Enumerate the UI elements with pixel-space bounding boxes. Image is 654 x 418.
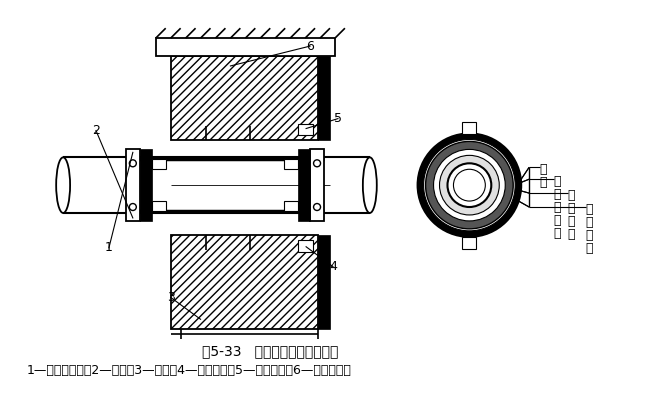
Text: 5: 5 <box>334 112 342 125</box>
Circle shape <box>424 140 515 231</box>
Bar <box>152 201 165 211</box>
Bar <box>171 235 318 329</box>
Ellipse shape <box>363 157 377 213</box>
Bar <box>318 56 330 140</box>
Text: 石: 石 <box>567 189 575 202</box>
Text: 道: 道 <box>585 242 593 255</box>
Text: 卡: 卡 <box>540 176 547 189</box>
Circle shape <box>313 160 320 167</box>
Bar <box>298 124 313 135</box>
Bar <box>284 201 298 211</box>
Text: 铁: 铁 <box>540 163 547 176</box>
Text: 胶: 胶 <box>553 188 560 201</box>
Bar <box>462 237 476 249</box>
Circle shape <box>426 141 513 229</box>
Circle shape <box>313 204 320 211</box>
Text: 原: 原 <box>585 203 593 216</box>
Bar <box>298 149 310 221</box>
Circle shape <box>453 169 485 201</box>
Bar <box>156 38 335 56</box>
Bar <box>310 149 324 221</box>
Text: 止: 止 <box>553 201 560 214</box>
Circle shape <box>439 155 499 215</box>
Bar <box>462 122 476 133</box>
Text: 棉: 棉 <box>567 202 575 215</box>
Circle shape <box>434 149 506 221</box>
Bar <box>140 149 152 221</box>
Circle shape <box>129 204 136 211</box>
Text: 橡: 橡 <box>553 175 560 188</box>
Text: 4: 4 <box>329 260 337 273</box>
Text: 水: 水 <box>567 215 575 228</box>
Bar <box>284 159 298 169</box>
Bar <box>171 56 318 140</box>
Bar <box>126 149 140 221</box>
Text: 水: 水 <box>553 214 560 227</box>
Text: 2: 2 <box>92 124 100 137</box>
Bar <box>152 159 165 169</box>
Text: 3: 3 <box>167 291 175 304</box>
Text: 热: 热 <box>585 216 593 229</box>
Ellipse shape <box>56 157 70 213</box>
Text: 1: 1 <box>105 241 113 254</box>
Bar <box>298 240 313 252</box>
Text: 6: 6 <box>306 40 314 53</box>
Bar <box>318 235 330 329</box>
Text: 管: 管 <box>585 229 593 242</box>
Text: 套: 套 <box>553 227 560 240</box>
Circle shape <box>418 133 521 237</box>
Circle shape <box>447 163 491 207</box>
Circle shape <box>129 160 136 167</box>
Text: 图5-33   热力管道穿透外墙做法: 图5-33 热力管道穿透外墙做法 <box>202 344 338 358</box>
Text: 泥: 泥 <box>567 228 575 241</box>
Text: 1—橡胶止水带；2—螺母；3—套管；4—素浆嵌槽；5—石棉水泥；6—套管锚固筋: 1—橡胶止水带；2—螺母；3—套管；4—素浆嵌槽；5—石棉水泥；6—套管锚固筋 <box>26 364 351 377</box>
